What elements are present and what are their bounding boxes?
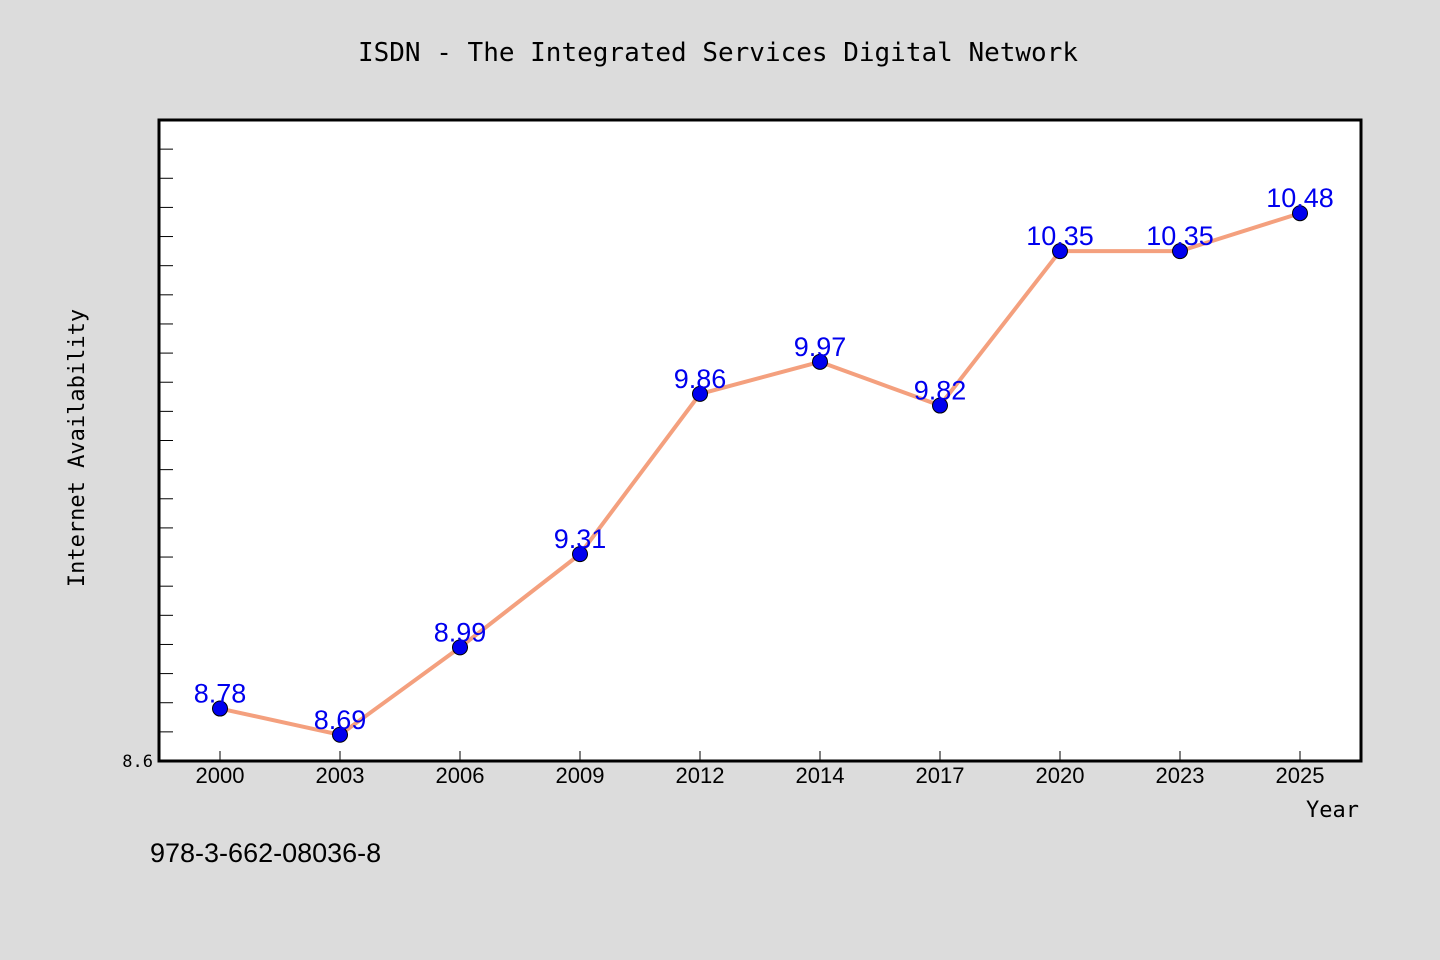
data-labels: 8.78 8.69 8.99 9.31 9.86 9.97 9.82 10.35 10.35 10… <box>194 183 1334 735</box>
data-label: 8.78 <box>194 679 247 709</box>
y-axis-ticks <box>159 148 173 733</box>
series-0 <box>218 211 1302 737</box>
data-label: 9.31 <box>554 524 607 554</box>
x-tick-label: 2009 <box>556 763 605 788</box>
data-point <box>1052 243 1068 260</box>
data-point <box>1292 205 1308 222</box>
data-point <box>332 726 348 743</box>
x-tick-label: 2003 <box>316 763 365 788</box>
data-point <box>1172 243 1188 260</box>
data-label: 9.82 <box>914 376 967 406</box>
data-label: 9.86 <box>674 364 727 394</box>
x-axis-label: Year <box>1306 798 1359 823</box>
x-tick-label: 2006 <box>436 763 485 788</box>
x-axis-ticks <box>219 751 1301 761</box>
x-tick-label: 2014 <box>796 763 845 788</box>
y-axis-label: Internet Availability <box>65 309 90 587</box>
data-point <box>212 700 228 717</box>
plot-area <box>157 118 1363 763</box>
data-label: 8.99 <box>434 617 487 647</box>
x-axis-tick-labels: 2000 2003 2006 2009 2012 2014 2017 2020 2023 2025 <box>196 763 1325 788</box>
data-point <box>812 353 828 370</box>
chart-title: ISDN - The Integrated Services Digital N… <box>358 38 1078 68</box>
data-label: 10.35 <box>1146 221 1214 251</box>
x-tick-label: 2023 <box>1156 763 1205 788</box>
data-label: 9.97 <box>794 332 847 362</box>
data-label: 8.69 <box>314 705 367 735</box>
y-tick-label: 8.6 <box>122 752 153 772</box>
x-tick-label: 2012 <box>676 763 725 788</box>
x-tick-label: 2017 <box>916 763 965 788</box>
x-tick-label: 2000 <box>196 763 245 788</box>
data-point <box>932 397 948 414</box>
x-tick-label: 2020 <box>1036 763 1085 788</box>
data-point <box>572 546 588 563</box>
series-line <box>218 211 1302 737</box>
isbn-annotation: 978-3-662-08036-8 <box>150 838 381 868</box>
data-label: 10.48 <box>1266 183 1334 213</box>
data-point <box>452 639 468 656</box>
data-markers <box>212 205 1308 743</box>
data-label: 10.35 <box>1026 221 1094 251</box>
x-tick-label: 2025 <box>1276 763 1325 788</box>
data-point <box>692 385 708 402</box>
